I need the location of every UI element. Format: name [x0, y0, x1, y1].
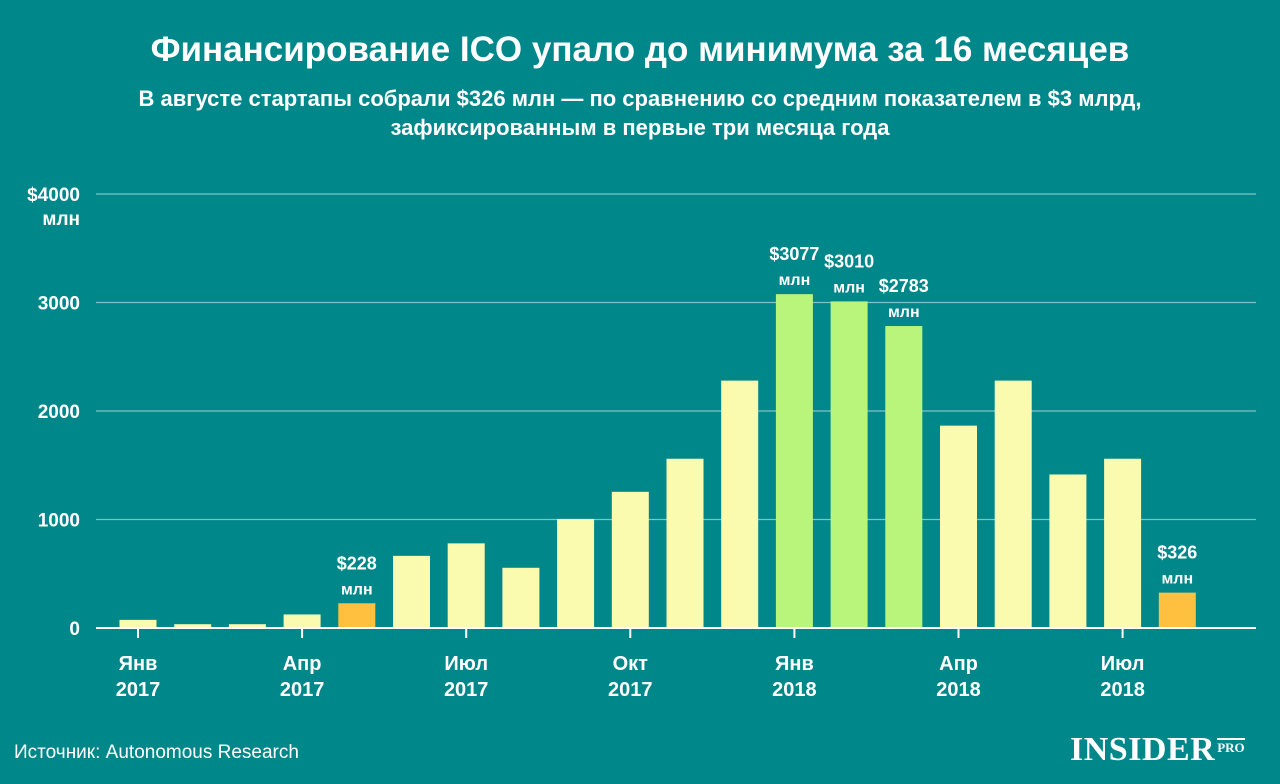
x-axis: Янв 2017 Апр 2017 Июл 2017 Окт 2017 Янв 2018 Апр 20…: [96, 627, 1256, 701]
bar-series: [119, 294, 1196, 628]
bar: [502, 567, 540, 628]
bar: [1104, 458, 1142, 628]
bar: [885, 326, 923, 628]
bar: [283, 614, 321, 628]
logo-text: INSIDER: [1070, 731, 1216, 768]
x-tick-month: Янв: [119, 653, 158, 675]
chart-subtitle: В августе стартапы собрали $326 млн — по…: [0, 84, 1280, 142]
x-tick-month: Июл: [444, 653, 488, 675]
bar: [994, 380, 1032, 628]
y-tick-label: 3000: [38, 294, 80, 315]
bar-value-unit: млн: [888, 304, 920, 321]
x-tick-year: 2018: [1100, 679, 1145, 701]
y-tick-label: 1000: [38, 511, 80, 532]
bar: [393, 555, 430, 628]
insider-pro-logo: INSIDER PRO: [1070, 728, 1245, 772]
bar: [1158, 592, 1196, 628]
bar-data-labels: $228 млн $3077 млн $3010 млн $2783 млн $326 млн: [337, 244, 1198, 598]
x-tick-month: Окт: [613, 653, 649, 675]
x-tick-month: Апр: [283, 653, 322, 675]
bar: [447, 543, 485, 628]
chart-title: Финансирование ICO упало до минимума за …: [150, 30, 1130, 69]
bar: [119, 619, 157, 628]
x-tick-month: Апр: [939, 653, 978, 675]
chart-subtitle-line-2: зафиксированным в первые три месяца года: [390, 115, 890, 140]
y-tick-unit: млн: [42, 209, 80, 230]
bar: [775, 294, 813, 628]
bar-value-label: $2783: [879, 276, 929, 296]
y-tick-label: $4000: [27, 185, 80, 206]
y-tick-label: 0: [69, 619, 80, 640]
bar: [940, 425, 977, 628]
bar: [1049, 474, 1087, 628]
bar-value-unit: млн: [341, 581, 373, 598]
bar-value-label: $3010: [824, 251, 874, 271]
bar: [338, 603, 376, 628]
bar: [721, 380, 759, 628]
bar: [174, 624, 212, 628]
x-tick-year: 2017: [608, 679, 653, 701]
bar-value-label: $326: [1157, 543, 1197, 563]
x-tick-year: 2017: [280, 679, 325, 701]
x-tick-year: 2017: [116, 679, 161, 701]
bar: [557, 518, 595, 628]
bar-value-label: $228: [337, 553, 377, 573]
y-tick-label: 2000: [38, 402, 80, 423]
logo-pro-text: PRO: [1217, 738, 1245, 755]
x-tick-year: 2017: [444, 679, 489, 701]
bar-value-unit: млн: [833, 279, 865, 296]
source-note: Источник: Autonomous Research: [14, 742, 299, 763]
chart-subtitle-line-1: В августе стартапы собрали $326 млн — по…: [138, 86, 1142, 111]
y-axis-labels: $4000 млн 3000 2000 1000 0: [27, 185, 80, 640]
x-tick-year: 2018: [936, 679, 981, 701]
x-tick-month: Янв: [775, 653, 814, 675]
bar-value-label: $3077: [769, 244, 819, 264]
bar-value-unit: млн: [779, 272, 811, 289]
bar: [228, 624, 266, 628]
bar: [666, 458, 704, 628]
bar: [611, 491, 649, 628]
x-tick-year: 2018: [772, 679, 817, 701]
bar: [830, 301, 868, 628]
bar-value-unit: млн: [1161, 571, 1193, 588]
x-tick-month: Июл: [1101, 653, 1145, 675]
